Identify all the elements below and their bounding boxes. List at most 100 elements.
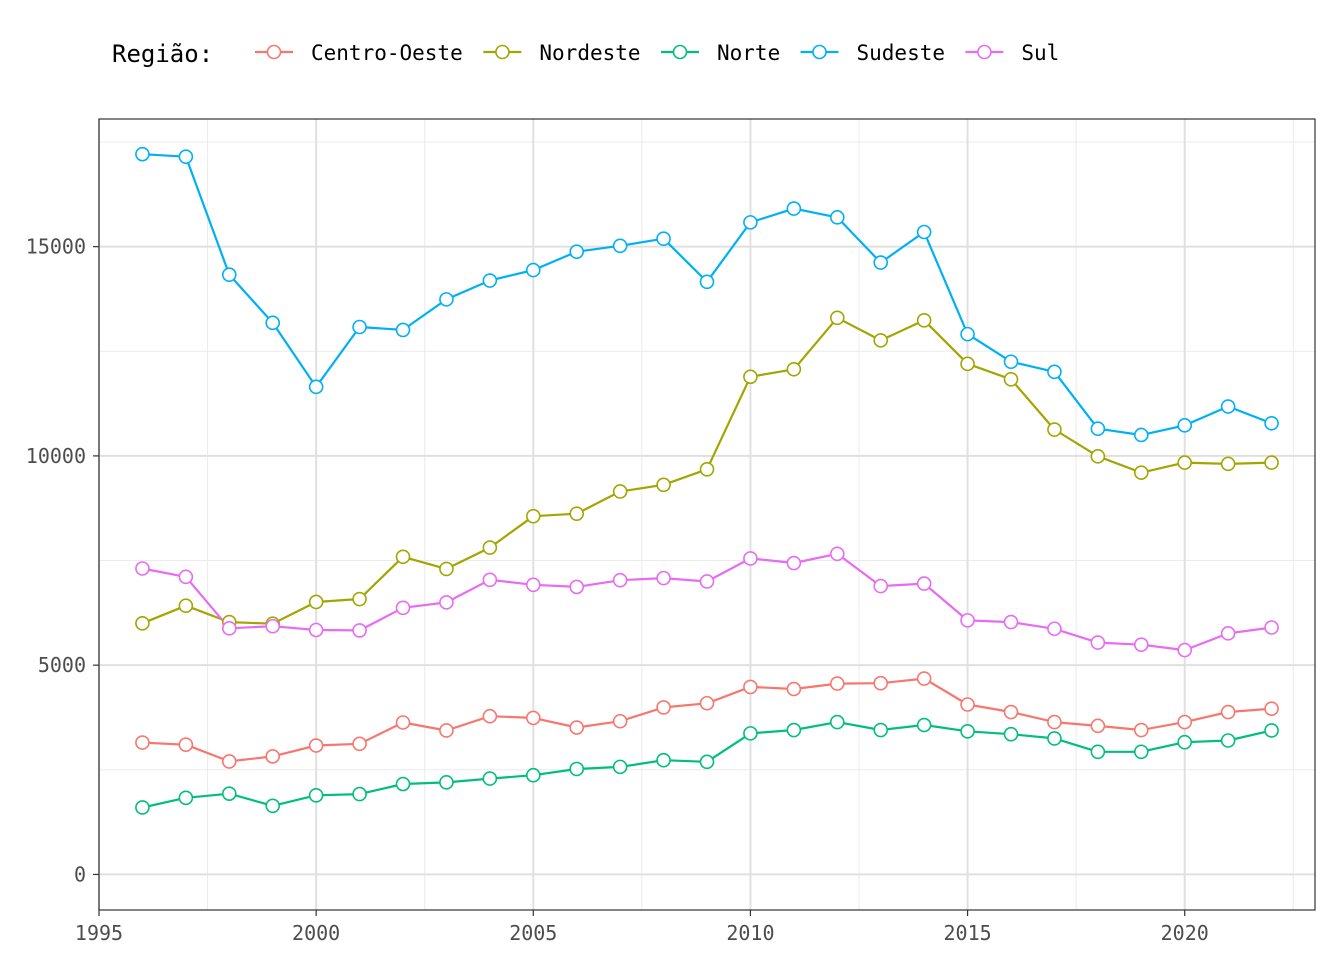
data-point-sudeste <box>829 210 845 225</box>
data-point-sudeste <box>221 267 237 282</box>
data-point-norte <box>699 754 715 770</box>
data-point-norte <box>743 726 758 741</box>
data-point-centro-oeste <box>1133 722 1149 738</box>
data-point-sul <box>221 621 237 636</box>
data-point-sul <box>1047 621 1062 637</box>
data-point-sul <box>569 579 585 595</box>
data-point-sudeste <box>395 322 411 338</box>
series-points <box>135 146 1279 815</box>
data-point-norte <box>1133 744 1149 760</box>
data-point-sudeste <box>1047 364 1062 380</box>
data-point-norte <box>308 788 324 803</box>
legend-title: Região: <box>112 40 213 68</box>
data-point-sul <box>960 613 975 628</box>
data-point-nordeste <box>525 508 541 524</box>
data-point-sudeste <box>439 292 454 307</box>
data-point-centro-oeste <box>786 681 802 697</box>
legend-items: Centro-Oeste Nordeste Norte Sudeste Sul <box>255 41 1059 65</box>
data-point-sudeste <box>1133 427 1149 443</box>
data-point-sudeste <box>1177 418 1193 433</box>
data-point-nordeste <box>612 484 628 499</box>
y-axis: 0 5000 10000 15000 <box>26 235 99 886</box>
data-point-sudeste <box>656 231 671 246</box>
data-point-sul <box>308 622 324 638</box>
data-point-nordeste <box>178 598 194 614</box>
data-point-nordeste <box>743 369 758 385</box>
data-point-nordeste <box>1133 465 1149 480</box>
data-point-sudeste <box>178 149 194 164</box>
data-point-sul <box>135 561 150 576</box>
data-point-sudeste <box>786 201 802 216</box>
y-tick-label: 10000 <box>26 444 86 468</box>
data-point-nordeste <box>873 333 889 348</box>
data-point-norte <box>656 752 671 768</box>
data-point-norte <box>1003 726 1019 742</box>
data-point-centro-oeste <box>656 700 671 715</box>
data-point-norte <box>135 800 150 815</box>
data-point-sudeste <box>916 224 932 240</box>
data-point-nordeste <box>569 506 585 521</box>
data-point-norte <box>829 714 845 730</box>
data-point-norte <box>1090 744 1106 760</box>
data-point-centro-oeste <box>1177 714 1193 730</box>
data-point-nordeste <box>395 549 411 565</box>
plot-border <box>98 118 1316 911</box>
data-point-nordeste <box>1090 449 1106 464</box>
data-point-norte <box>395 776 411 792</box>
legend-key-marker <box>266 44 282 60</box>
legend-label: Nordeste <box>539 41 640 65</box>
x-axis: 1995 2000 2005 2010 2015 2020 <box>75 910 1209 945</box>
data-point-nordeste <box>482 540 498 555</box>
x-tick-label: 2015 <box>943 921 991 945</box>
y-tick-label: 15000 <box>26 235 86 259</box>
plot-area <box>98 118 1316 911</box>
data-point-sul <box>743 551 758 566</box>
data-point-norte <box>1264 723 1279 738</box>
data-point-sudeste <box>265 315 281 331</box>
data-point-centro-oeste <box>265 749 281 764</box>
data-point-centro-oeste <box>525 710 541 726</box>
data-point-sul <box>439 595 454 610</box>
data-point-sudeste <box>525 262 541 278</box>
legend-key-marker <box>812 44 827 60</box>
legend-item-norte: Norte <box>661 41 780 65</box>
data-point-centro-oeste <box>916 671 932 686</box>
x-tick-label: 2005 <box>509 921 557 945</box>
y-tick-label: 0 <box>74 862 86 886</box>
data-point-sudeste <box>1220 399 1236 414</box>
data-point-norte <box>439 775 454 790</box>
data-point-nordeste <box>786 361 802 377</box>
data-point-centro-oeste <box>699 695 715 711</box>
data-point-sul <box>1133 637 1149 652</box>
data-point-sudeste <box>699 274 715 290</box>
data-point-norte <box>916 717 932 733</box>
data-point-sudeste <box>482 273 498 288</box>
grid-minor <box>99 119 1315 910</box>
data-point-norte <box>1220 733 1236 748</box>
data-point-sul <box>482 572 498 588</box>
data-point-centro-oeste <box>1220 704 1236 720</box>
data-point-nordeste <box>439 561 454 577</box>
data-point-centro-oeste <box>1047 714 1062 730</box>
data-point-nordeste <box>1264 455 1279 470</box>
data-point-centro-oeste <box>960 697 975 712</box>
data-point-centro-oeste <box>743 679 758 695</box>
data-point-nordeste <box>352 591 367 607</box>
data-point-nordeste <box>829 310 845 326</box>
legend-key-marker <box>495 44 510 60</box>
data-point-centro-oeste <box>482 708 498 724</box>
data-point-nordeste <box>1003 372 1019 387</box>
data-point-centro-oeste <box>1090 718 1106 734</box>
data-point-sudeste <box>308 379 324 395</box>
data-point-sudeste <box>569 244 585 259</box>
data-point-sul <box>1090 635 1106 650</box>
data-point-sudeste <box>612 238 628 254</box>
data-point-nordeste <box>916 313 932 328</box>
data-point-nordeste <box>308 594 324 610</box>
data-point-centro-oeste <box>221 754 237 769</box>
data-point-norte <box>178 790 194 806</box>
data-point-centro-oeste <box>439 723 454 738</box>
data-point-nordeste <box>1220 456 1236 472</box>
data-point-norte <box>612 759 628 775</box>
